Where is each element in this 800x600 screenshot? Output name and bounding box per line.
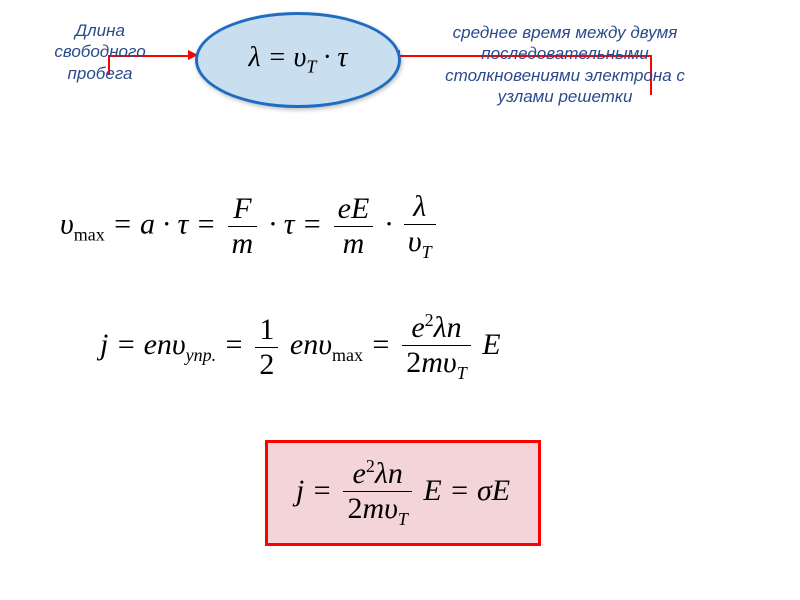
main-formula: λ = υT · τ [249, 42, 348, 78]
label-right: среднее время между двумя последовательн… [415, 22, 715, 107]
formula-ellipse: λ = υT · τ [195, 12, 401, 108]
equation-j-deriv: j = enυупр. = 12 enυmax = e2λn2mυT E [100, 310, 501, 384]
equation-vmax: υmax = a · τ = Fm · τ = eEm · λυT [60, 190, 440, 263]
equation-result: j = e2λn2mυT E = σE [296, 456, 510, 530]
label-left: Длина свободного пробега [40, 20, 160, 84]
result-box: j = e2λn2mυT E = σE [265, 440, 541, 546]
diagram-top-region: λ = υT · τ Длина свободного пробега сред… [0, 0, 800, 150]
